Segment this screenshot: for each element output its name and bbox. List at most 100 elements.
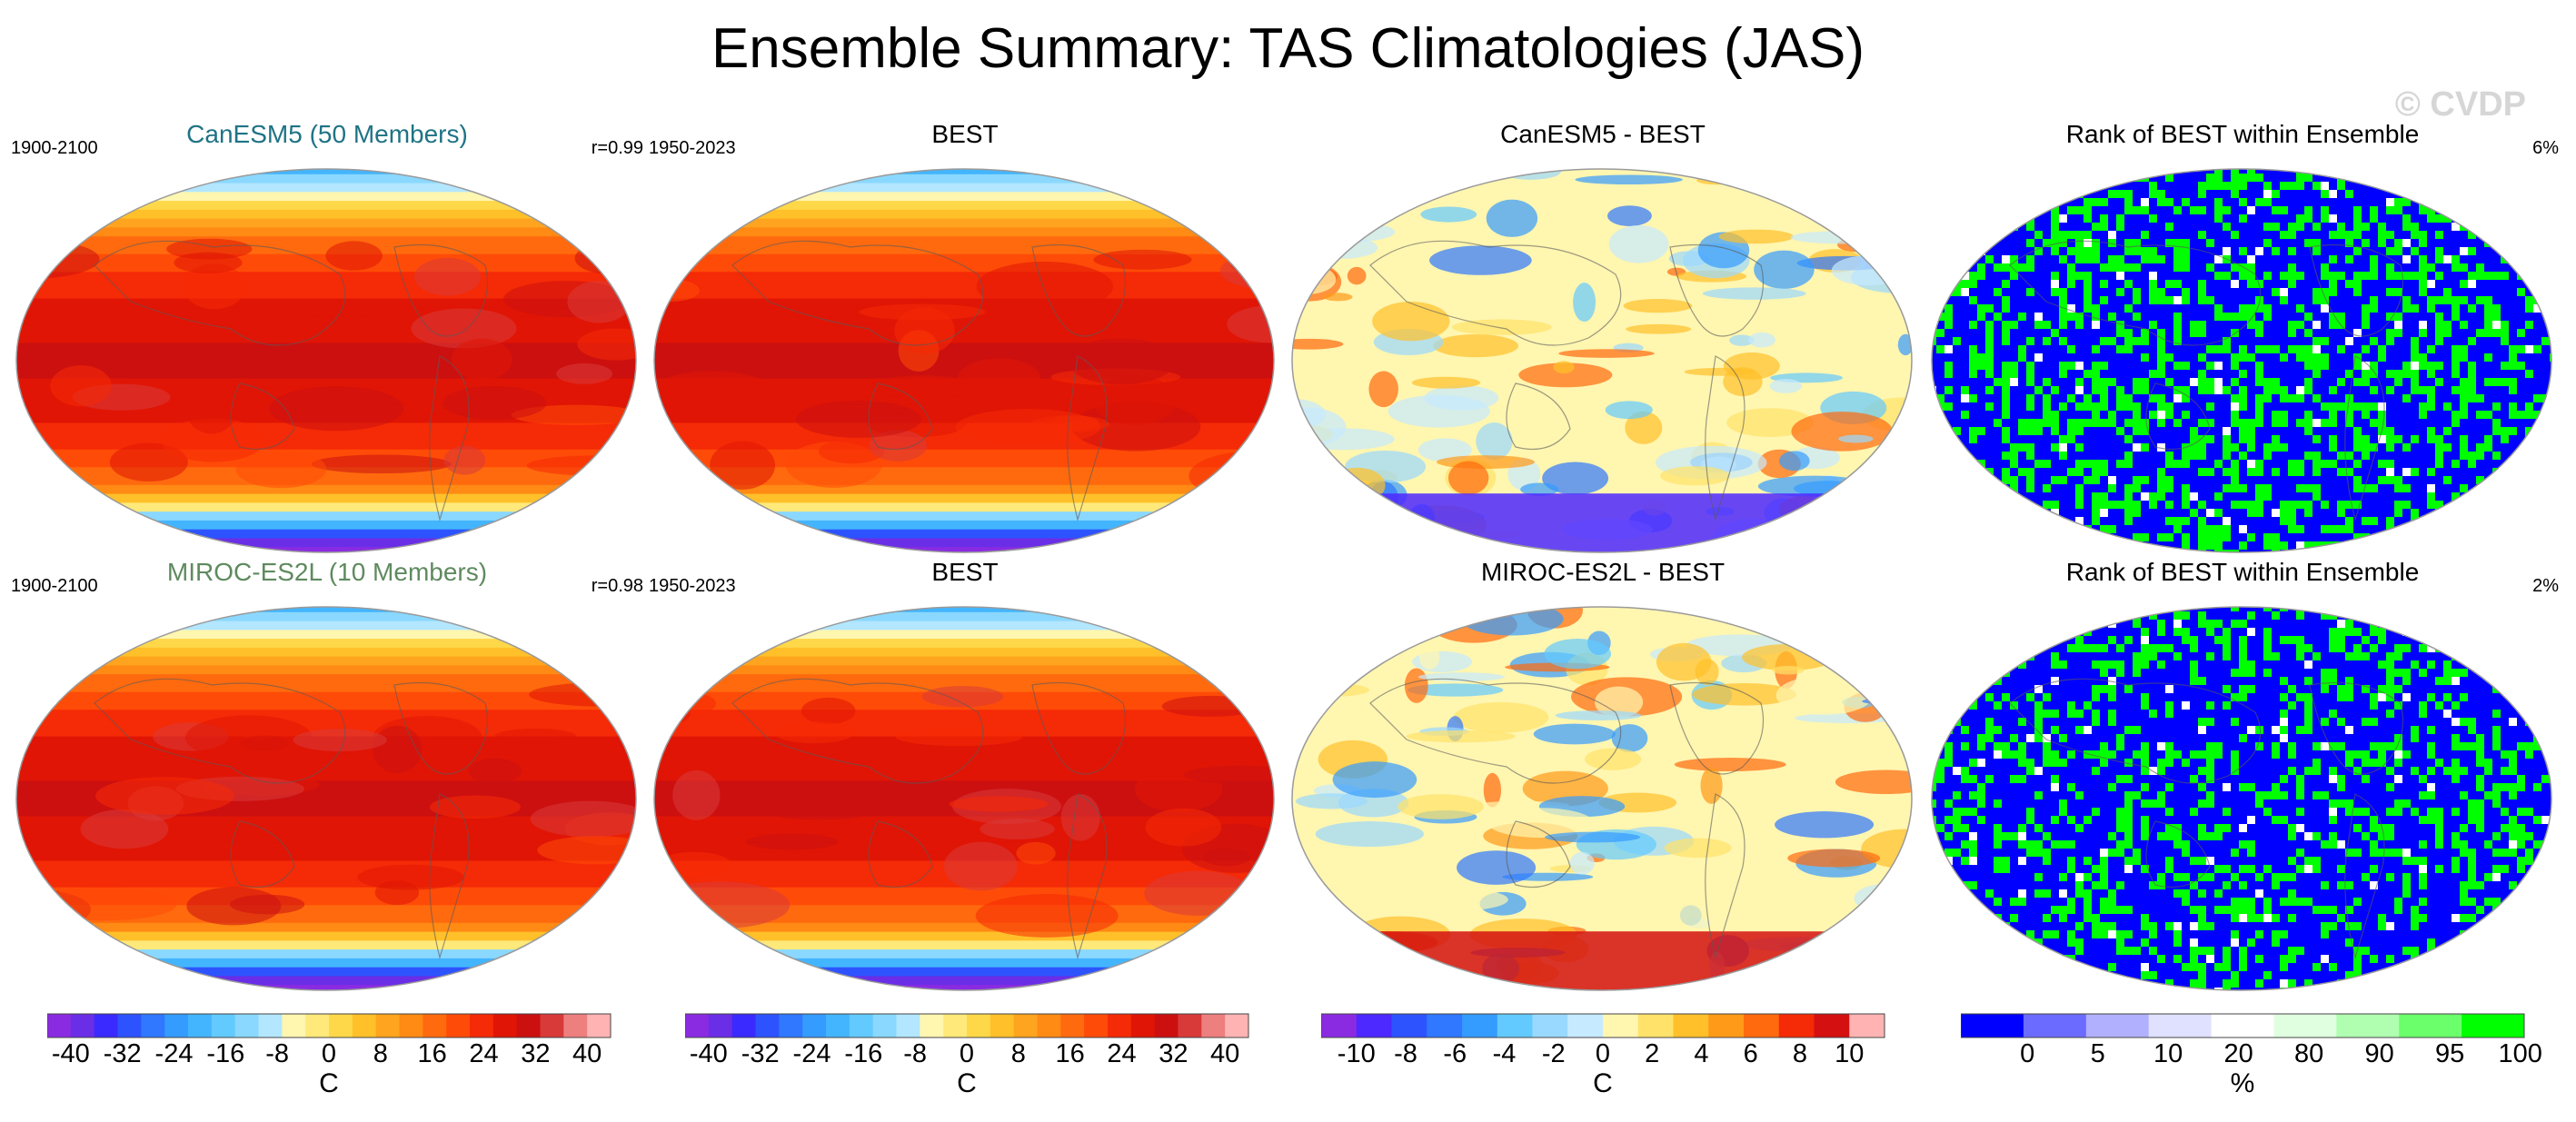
colorbar-swatch bbox=[329, 1014, 353, 1038]
colorbar-swatch bbox=[1201, 1014, 1226, 1038]
colorbar-tick-label: -8 bbox=[903, 1039, 927, 1068]
colorbar-swatch bbox=[563, 1014, 588, 1038]
colorbar-tick-label: -16 bbox=[844, 1039, 882, 1068]
panel-title: BEST bbox=[931, 558, 999, 586]
colorbar-tick-label: 0 bbox=[322, 1039, 336, 1068]
colorbar-tick-label: 8 bbox=[1011, 1039, 1026, 1068]
panel-title: CanESM5 - BEST bbox=[1500, 120, 1706, 148]
colorbar-tick-label: 16 bbox=[418, 1039, 447, 1068]
colorbar-swatch bbox=[2148, 1014, 2213, 1038]
colorbar-swatch bbox=[1708, 1014, 1745, 1038]
colorbar-swatch bbox=[1084, 1014, 1109, 1038]
colorbar-tick-label: 8 bbox=[373, 1039, 388, 1068]
colorbar-swatch bbox=[1225, 1014, 1249, 1038]
world-map bbox=[1931, 168, 2552, 553]
colorbar-tick-label: -32 bbox=[104, 1039, 142, 1068]
map-panel: CanESM5 - BEST bbox=[1285, 120, 1921, 558]
colorbar-tick-label: 4 bbox=[1694, 1039, 1708, 1068]
colorbar-tick-label: 80 bbox=[2294, 1039, 2323, 1068]
colorbar-units: % bbox=[2230, 1068, 2255, 1098]
colorbar-swatch bbox=[1961, 1014, 2024, 1038]
colorbar-swatch bbox=[1060, 1014, 1085, 1038]
colorbar-swatch bbox=[943, 1014, 968, 1038]
panel-stat-label: 6% bbox=[2532, 138, 2559, 158]
colorbar-tick-label: -16 bbox=[206, 1039, 244, 1068]
colorbar-tick-label: -4 bbox=[1493, 1039, 1517, 1068]
colorbar-tick-label: 20 bbox=[2224, 1039, 2253, 1068]
panel-title: Rank of BEST within Ensemble bbox=[2065, 558, 2420, 586]
colorbar-swatches: -40 -32 -24 -16 -8 0 8 16 24 32 40 bbox=[685, 1013, 1249, 1068]
map-panel: MIROC-ES2L (10 Members) 1900-2100 r=0.98 bbox=[9, 558, 645, 996]
colorbar-swatch bbox=[117, 1014, 142, 1038]
colorbar-swatch bbox=[47, 1014, 72, 1038]
panel-period-label: 1900-2100 bbox=[11, 576, 98, 596]
colorbar-swatch bbox=[234, 1014, 259, 1038]
colorbar-tick-label: 0 bbox=[960, 1039, 974, 1068]
colorbar-swatch bbox=[188, 1014, 213, 1038]
colorbar-swatch bbox=[375, 1014, 400, 1038]
colorbar-tick-label: 6 bbox=[1744, 1039, 1758, 1068]
colorbar-swatches: -10 -8 -6 -4 -2 0 2 4 6 8 10 bbox=[1321, 1013, 1885, 1068]
colorbar: -10 -8 -6 -4 -2 0 2 4 6 8 10 C bbox=[1321, 1010, 1957, 1110]
world-map bbox=[1931, 606, 2552, 991]
colorbar-tick-label: 8 bbox=[1793, 1039, 1807, 1068]
colorbar-swatch bbox=[352, 1014, 377, 1038]
world-map bbox=[15, 168, 637, 553]
figure-title: Ensemble Summary: TAS Climatologies (JAS… bbox=[711, 17, 1865, 80]
world-map bbox=[1291, 606, 1913, 991]
cvdp-watermark: © CVDP bbox=[2394, 85, 2526, 124]
colorbar-swatch bbox=[896, 1014, 920, 1038]
colorbar-tick-label: 40 bbox=[1210, 1039, 1239, 1068]
colorbar-tick-label: 24 bbox=[469, 1039, 498, 1068]
colorbar: -40 -32 -24 -16 -8 0 8 16 24 32 40 C bbox=[47, 1010, 683, 1110]
colorbar-swatch bbox=[2462, 1014, 2525, 1038]
colorbar-swatch bbox=[1497, 1014, 1533, 1038]
colorbar-swatch bbox=[990, 1014, 1015, 1038]
colorbar-swatch bbox=[1154, 1014, 1179, 1038]
colorbar-swatch bbox=[2399, 1014, 2462, 1038]
panel-title: MIROC-ES2L (10 Members) bbox=[166, 558, 488, 586]
colorbar-swatch bbox=[1356, 1014, 1392, 1038]
colorbar-swatch bbox=[470, 1014, 494, 1038]
colorbar-tick-label: -6 bbox=[1443, 1039, 1467, 1068]
colorbar-tick-label: -8 bbox=[265, 1039, 289, 1068]
colorbar-swatch bbox=[708, 1014, 733, 1038]
map-panel: Rank of BEST within Ensemble 6% bbox=[1925, 120, 2561, 558]
colorbar-units: C bbox=[957, 1068, 977, 1098]
colorbar-swatch bbox=[305, 1014, 330, 1038]
colorbar-tick-label: 40 bbox=[572, 1039, 602, 1068]
colorbar-tick-label: 0 bbox=[2020, 1039, 2034, 1068]
colorbar-tick-label: 5 bbox=[2091, 1039, 2105, 1068]
colorbar-swatch bbox=[685, 1014, 710, 1038]
colorbar-tick-label: 32 bbox=[521, 1039, 550, 1068]
world-map bbox=[653, 168, 1275, 553]
colorbar-swatch bbox=[2211, 1014, 2274, 1038]
colorbar-swatch bbox=[1637, 1014, 1674, 1038]
colorbar-swatch bbox=[587, 1014, 612, 1038]
colorbar-swatch bbox=[1673, 1014, 1709, 1038]
colorbar-swatch bbox=[2085, 1014, 2150, 1038]
panel-stat-label: 2% bbox=[2532, 576, 2559, 596]
colorbar-swatch bbox=[399, 1014, 423, 1038]
panel-stat-label: r=0.98 bbox=[591, 576, 643, 596]
colorbar-tick-label: 100 bbox=[2498, 1039, 2541, 1068]
panel-period-label: 1900-2100 bbox=[11, 138, 98, 158]
colorbar-tick-label: -10 bbox=[1338, 1039, 1376, 1068]
panel-stat-label: r=0.99 bbox=[591, 138, 643, 158]
colorbar-tick-label: 10 bbox=[2153, 1039, 2183, 1068]
colorbar-swatch bbox=[1427, 1014, 1463, 1038]
colorbar-swatch bbox=[802, 1014, 827, 1038]
colorbar-swatch bbox=[1567, 1014, 1604, 1038]
colorbar-swatch bbox=[1744, 1014, 1780, 1038]
colorbar-swatch bbox=[141, 1014, 165, 1038]
colorbar-swatch bbox=[1462, 1014, 1498, 1038]
colorbar-swatch bbox=[731, 1014, 756, 1038]
colorbar-swatch bbox=[423, 1014, 447, 1038]
panel-title: BEST bbox=[931, 120, 999, 148]
colorbar-swatch bbox=[920, 1014, 944, 1038]
colorbar-swatch bbox=[516, 1014, 541, 1038]
colorbar-tick-label: -40 bbox=[690, 1039, 728, 1068]
colorbar-swatch bbox=[1108, 1014, 1132, 1038]
colorbar-swatch bbox=[967, 1014, 991, 1038]
world-map bbox=[1291, 168, 1913, 553]
